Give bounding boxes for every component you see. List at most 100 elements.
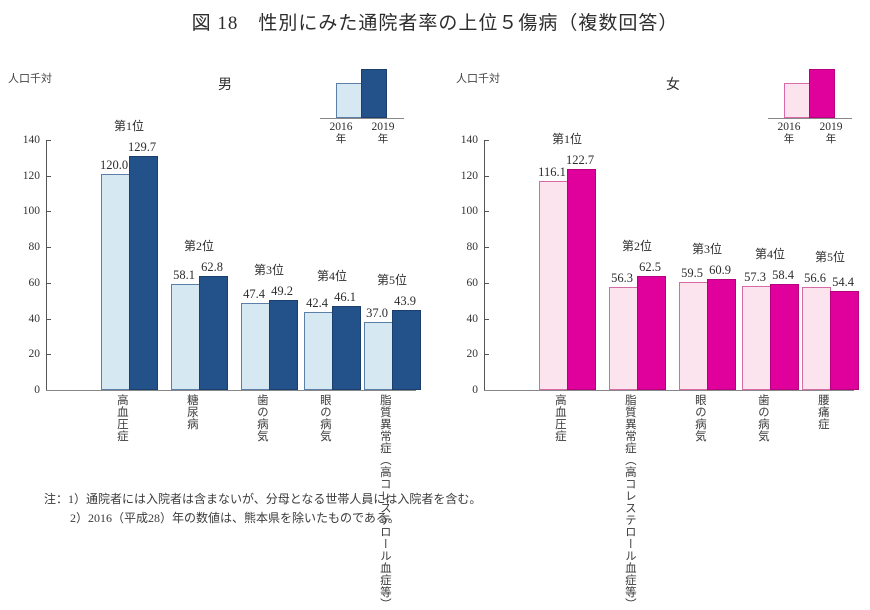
- bar-group: 57.3 58.4 第4位: [742, 140, 799, 390]
- bar-value-label: 60.9: [709, 263, 731, 278]
- bar-value-label: 116.1: [538, 164, 566, 179]
- y-tick-mark: [484, 354, 489, 356]
- bar-group: 56.3 62.5 第2位: [609, 140, 666, 390]
- bar-2016: [679, 281, 708, 390]
- bar-value-label: 42.4: [306, 296, 328, 311]
- legend-bars-female: [782, 69, 838, 118]
- bar-value-label: 56.6: [804, 270, 826, 285]
- bar-2016: [364, 321, 393, 390]
- plot-area-male: 0 20 40 60 80 100 120 140 120.0 129.7 第1位 58.1 62.8…: [23, 119, 421, 396]
- bar-2019: [770, 283, 799, 390]
- bar-2016: [171, 284, 200, 390]
- bar-value-label: 46.1: [334, 289, 356, 304]
- x-axis-male: [46, 390, 416, 391]
- legend-label-2019: 2019 年: [371, 121, 395, 146]
- category-label: 歯の病気: [756, 394, 769, 442]
- y-tick-label: 120: [22, 169, 40, 182]
- legend-baseline: [768, 118, 852, 119]
- bar-value-label: 58.1: [173, 268, 195, 283]
- bar-group: 120.0 129.7 第1位: [100, 119, 158, 390]
- bar-2016: [241, 303, 270, 390]
- bar-2019: [567, 168, 596, 390]
- y-tick-label: 60: [466, 276, 479, 289]
- bar-group: 47.4 49.2 第3位: [241, 140, 298, 390]
- y-tick-label: 40: [28, 312, 41, 325]
- bar-2016: [539, 180, 568, 390]
- y-axis-male: [46, 140, 47, 390]
- bar-2016: [742, 285, 771, 390]
- y-tick-mark: [46, 140, 51, 141]
- y-tick-mark: [484, 282, 489, 284]
- y-tick-label: 20: [466, 348, 479, 361]
- y-tick-label: 20: [28, 348, 41, 361]
- rank-annotation: 第5位: [814, 249, 845, 264]
- y-tick-mark: [484, 318, 489, 320]
- bar-value-label: 47.4: [243, 287, 265, 302]
- y-tick-mark: [46, 247, 51, 249]
- category-label: 高血圧症: [115, 394, 128, 442]
- bar-2016: [304, 312, 333, 390]
- y-tick-mark: [484, 140, 489, 141]
- y-tick-mark: [484, 211, 489, 213]
- plot-area-female: 0 20 40 60 80 100 120 140 116.1 122.7 第1位 56.3 62.5…: [461, 132, 859, 396]
- footnote-1: 注：1）通院者には入院者は含まないが、分母となる世帯人員には入院者を含む。: [44, 492, 482, 506]
- bar-group: 42.4 46.1 第4位: [304, 140, 361, 390]
- y-tick-mark: [46, 211, 51, 213]
- page-title: 図 18 性別にみた通院者率の上位５傷病（複数回答）: [191, 13, 679, 34]
- y-tick-mark: [46, 282, 51, 284]
- bar-value-label: 62.5: [639, 260, 661, 275]
- category-label: 歯の病気: [255, 394, 268, 442]
- rank-annotation: 第3位: [253, 263, 284, 278]
- y-tick-label: 120: [460, 169, 478, 182]
- y-tick-mark: [484, 175, 489, 177]
- legend-swatch-2019: [809, 69, 835, 118]
- y-tick-mark: [46, 354, 51, 356]
- y-tick-label: 80: [28, 241, 41, 254]
- bar-2019: [269, 300, 298, 390]
- category-label: 脂質異常症（高コレステロール血症等）: [623, 394, 636, 610]
- y-axis-female: [484, 140, 485, 390]
- unit-label-male: 人口千対: [8, 73, 52, 85]
- rank-annotation: 第2位: [621, 239, 652, 254]
- bar-value-label: 56.3: [611, 271, 633, 286]
- rank-annotation: 第1位: [113, 119, 144, 134]
- bar-value-label: 37.0: [366, 305, 388, 320]
- bar-value-label: 43.9: [394, 293, 416, 308]
- bar-2019: [129, 156, 158, 390]
- category-label: 高血圧症: [553, 394, 566, 442]
- bar-2019: [332, 305, 361, 390]
- chart-panel-female: 人口千対 女 2016 年 2019 年 0 20 40 60 80 100 120 140 …: [438, 62, 870, 610]
- bar-2019: [830, 290, 859, 390]
- footnote-2: 2）2016（平成28）年の数値は、熊本県を除いたものである。: [70, 510, 400, 525]
- sex-label-male: 男: [218, 78, 232, 93]
- footnotes: 注：1）通院者には入院者は含まないが、分母となる世帯人員には入院者を含む。 2）…: [44, 490, 481, 527]
- legend-label-2016: 2016 年: [777, 121, 801, 146]
- legend-baseline: [320, 118, 404, 119]
- sex-label-female: 女: [666, 78, 680, 93]
- legend-label-2016: 2016 年: [329, 121, 353, 146]
- bar-group: 58.1 62.8 第2位: [171, 140, 228, 390]
- rank-annotation: 第5位: [376, 272, 407, 287]
- rank-annotation: 第1位: [551, 131, 582, 146]
- chart-panel-male: 人口千対 男 2016 年 2019 年 0 20 40 60 80 100 120 140 …: [0, 62, 435, 610]
- bar-group: 59.5 60.9 第3位: [679, 140, 736, 390]
- bar-2016: [802, 286, 831, 390]
- bar-group: 37.0 43.9 第5位: [364, 140, 421, 390]
- y-tick-label: 100: [22, 205, 40, 218]
- bar-2016: [609, 287, 638, 390]
- y-tick-label: 140: [22, 134, 40, 146]
- bar-value-label: 59.5: [681, 265, 703, 280]
- rank-annotation: 第2位: [183, 238, 214, 253]
- bar-2016: [101, 173, 130, 390]
- bar-2019: [392, 309, 421, 390]
- bar-group: 116.1 122.7 第1位: [538, 132, 596, 390]
- legend-label-2019: 2019 年: [819, 121, 843, 146]
- bar-value-label: 129.7: [127, 140, 157, 155]
- rank-annotation: 第4位: [316, 268, 347, 283]
- category-label: 腰痛症: [816, 394, 829, 430]
- legend-male: 2016 年 2019 年: [320, 69, 404, 145]
- bar-value-label: 58.4: [772, 267, 794, 282]
- bar-value-label: 120.0: [99, 157, 129, 172]
- legend-swatch-2019: [361, 69, 387, 118]
- unit-label-female: 人口千対: [456, 73, 500, 85]
